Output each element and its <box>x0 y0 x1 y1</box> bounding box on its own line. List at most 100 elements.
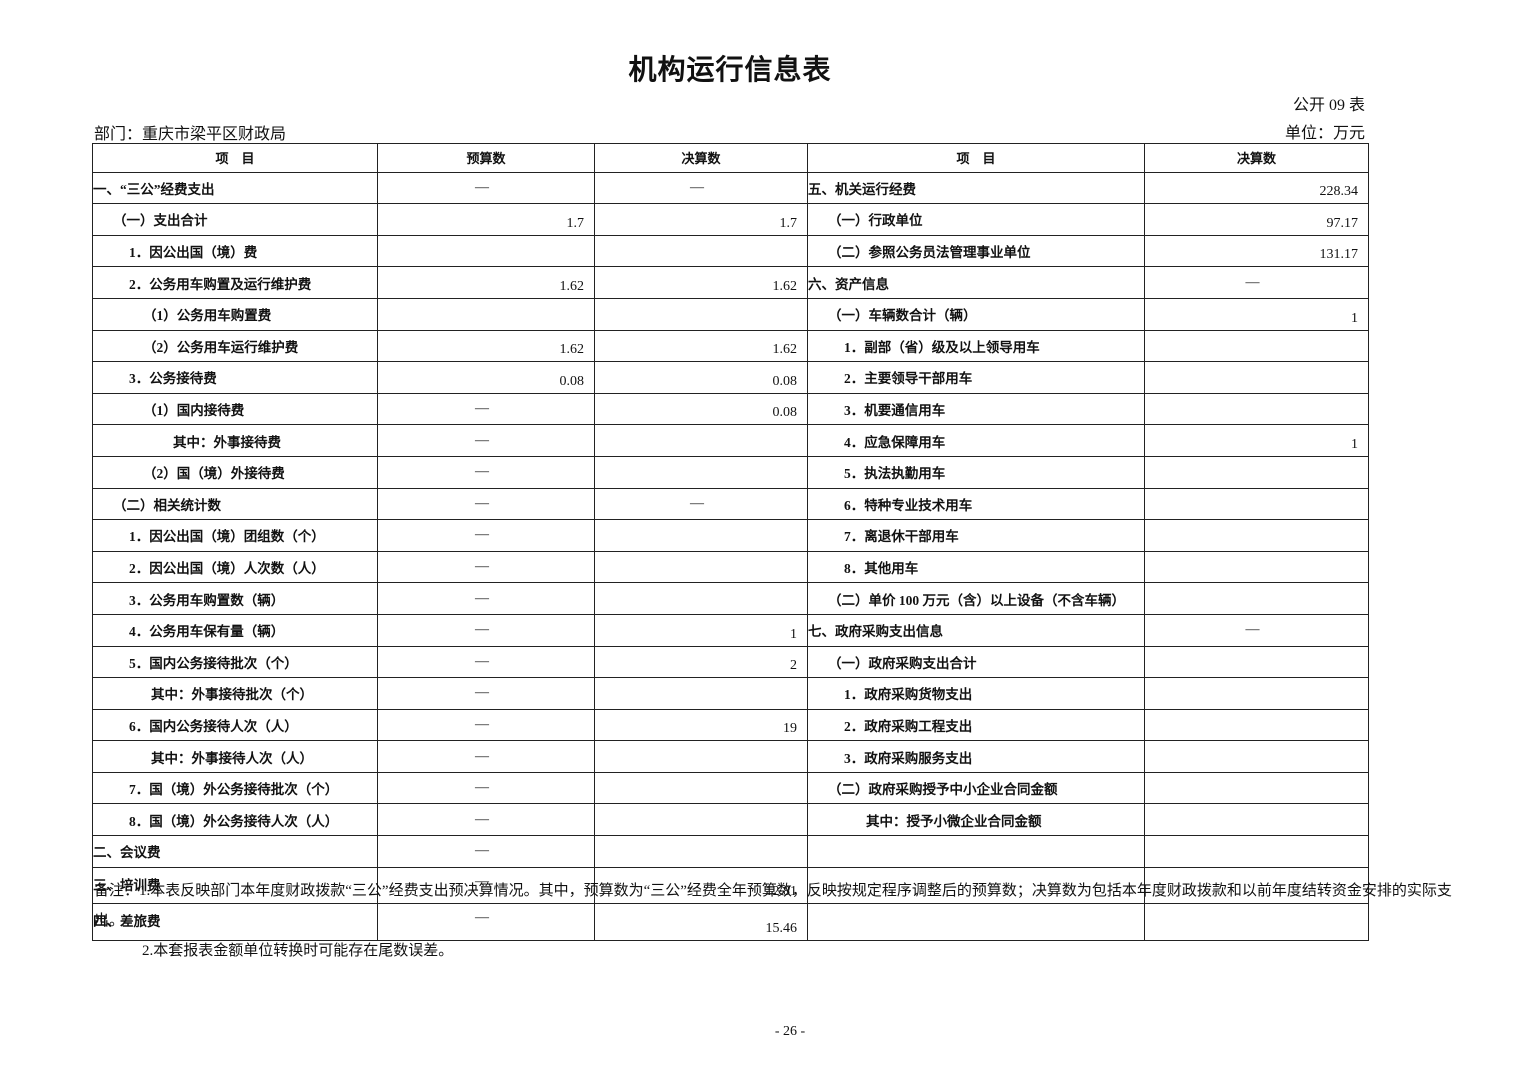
value-cell <box>594 424 808 457</box>
value-cell <box>1144 329 1369 363</box>
value-cell: — <box>1144 613 1369 647</box>
value-cell <box>594 835 808 868</box>
value-cell: — <box>377 835 595 868</box>
item-cell: （2）国（境）外接待费 <box>92 455 378 489</box>
value-cell <box>1144 487 1369 521</box>
page-number: - 26 - <box>774 1024 806 1039</box>
value-cell: — <box>377 645 595 679</box>
column-header: 预算数 <box>377 143 595 173</box>
value-cell <box>594 803 808 837</box>
item-cell <box>807 902 1145 941</box>
column-header: 决算数 <box>594 143 808 173</box>
table: 项 目预算数 决算数项 目决算数 一、“三公”经费支出 — — 五、机关运行经费 228.… <box>92 143 1369 941</box>
value-cell: — <box>377 582 595 615</box>
table-row: （2）公务用车运行维护费 1.62 1.62 1．副部（省）级及以上领导用车 <box>92 329 1369 363</box>
value-cell: 1.62 <box>594 266 808 299</box>
note: 2.本套报表金额单位转换时可能存在尾数误差。 <box>142 943 454 959</box>
item-cell: 四、差旅费 <box>92 902 378 941</box>
value-cell <box>594 297 808 331</box>
value-cell: 19 <box>594 708 808 742</box>
header-row: 项 目预算数 决算数项 目决算数 <box>92 143 1369 173</box>
table-row: 一、“三公”经费支出 — — 五、机关运行经费 228.34 <box>92 171 1369 205</box>
item-cell: 3．政府采购服务支出 <box>807 740 1145 773</box>
value-cell: — <box>1144 266 1369 299</box>
table-row: （1）公务用车购置费 （一）车辆数合计（辆） 1 <box>92 297 1369 331</box>
value-cell: — <box>377 550 595 584</box>
column-header: 决算数 <box>1144 143 1369 173</box>
item-cell: 6．国内公务接待人次（人） <box>92 708 378 742</box>
value-cell: 97.17 <box>1144 203 1369 236</box>
table-row: 其中：外事接待费 — 4．应急保障用车 1 <box>92 424 1369 457</box>
item-cell: 六、资产信息 <box>807 266 1145 299</box>
item-cell: 2．公务用车购置及运行维护费 <box>92 266 378 299</box>
item-cell: 1．因公出国（境）团组数（个） <box>92 519 378 552</box>
table-row: （1）国内接待费 —0.08 3．机要通信用车 <box>92 392 1369 426</box>
value-cell: — <box>377 613 595 647</box>
value-cell <box>594 519 808 552</box>
item-cell: （一）政府采购支出合计 <box>807 645 1145 679</box>
value-cell <box>1144 645 1369 679</box>
table-row: （2）国（境）外接待费 — 5．执法执勤用车 <box>92 455 1369 489</box>
value-cell: 131.17 <box>1144 234 1369 268</box>
value-cell: 1.62 <box>377 266 595 299</box>
value-cell: 1 <box>594 613 808 647</box>
value-cell: 0.08 <box>594 361 808 394</box>
value-cell: 15.46 <box>594 902 808 941</box>
item-cell: 8．其他用车 <box>807 550 1145 584</box>
value-cell <box>1144 835 1369 868</box>
item-cell: 1．因公出国（境）费 <box>92 234 378 268</box>
value-cell: — <box>377 519 595 552</box>
value-cell: — <box>594 171 808 205</box>
table-row: （一）支出合计 1.7 1.7 （一）行政单位 97.17 <box>92 203 1369 236</box>
value-cell <box>1144 361 1369 394</box>
unit: 单位：万元 <box>1284 125 1365 142</box>
item-cell: 其中：外事接待费 <box>92 424 378 457</box>
value-cell <box>1144 740 1369 773</box>
item-cell <box>807 835 1145 868</box>
table-row: （二）相关统计数 — —6．特种专业技术用车 <box>92 487 1369 521</box>
item-cell: 3．机要通信用车 <box>807 392 1145 426</box>
value-cell <box>1144 392 1369 426</box>
table-row: 6．国内公务接待人次（人） —19 2．政府采购工程支出 <box>92 708 1369 742</box>
table-body: 一、“三公”经费支出 — — 五、机关运行经费 228.34 （一）支出合计 1.7 1.7 （… <box>92 171 1369 941</box>
item-cell: 1．副部（省）级及以上领导用车 <box>807 329 1145 363</box>
item-cell: 7．离退休干部用车 <box>807 519 1145 552</box>
item-cell: 6．特种专业技术用车 <box>807 487 1145 521</box>
value-cell <box>594 234 808 268</box>
value-cell: — <box>377 171 595 205</box>
table-row: 7．国（境）外公务接待批次（个） — （二）政府采购授予中小企业合同金额 <box>92 771 1369 805</box>
item-cell: 二、会议费 <box>92 835 378 868</box>
value-cell <box>1144 902 1369 941</box>
value-cell <box>594 771 808 805</box>
table-row: 8．国（境）外公务接待人次（人） — 其中：授予小微企业合同金额 <box>92 803 1369 837</box>
value-cell: 1.62 <box>377 329 595 363</box>
value-cell: 228.34 <box>1144 171 1369 205</box>
item-cell: （二）相关统计数 <box>92 487 378 521</box>
value-cell <box>1144 550 1369 584</box>
table-row: 3．公务用车购置数（辆） — （二）单价 100 万元（含）以上设备（不含车辆） <box>92 582 1369 615</box>
value-cell <box>1144 455 1369 489</box>
note: 备注：1.本表反映部门本年度财政拨款“三公”经费支出预决算情况。其中，预算数为“… <box>94 883 1452 929</box>
value-cell: — <box>377 392 595 426</box>
item-cell: 3．公务用车购置数（辆） <box>92 582 378 615</box>
item-cell: 2．因公出国（境）人次数（人） <box>92 550 378 584</box>
item-cell: 3．公务接待费 <box>92 361 378 394</box>
value-cell <box>594 677 808 710</box>
item-cell: 其中：外事接待人次（人） <box>92 740 378 773</box>
value-cell <box>1144 708 1369 742</box>
table-row: 其中：外事接待人次（人） — 3．政府采购服务支出 <box>92 740 1369 773</box>
value-cell: — <box>377 866 595 904</box>
item-cell: 8．国（境）外公务接待人次（人） <box>92 803 378 837</box>
table-row: 3．公务接待费 0.08 0.08 2．主要领导干部用车 <box>92 361 1369 394</box>
value-cell: 1.62 <box>594 329 808 363</box>
table-row: 2．因公出国（境）人次数（人） — 8．其他用车 <box>92 550 1369 584</box>
table-row: 二、会议费 — <box>92 835 1369 868</box>
value-cell: 2 <box>594 645 808 679</box>
column-header: 项 目 <box>807 143 1145 173</box>
value-cell <box>377 297 595 331</box>
value-cell: — <box>377 740 595 773</box>
title: 机构运行信息表 <box>628 55 832 86</box>
item-cell: 2．主要领导干部用车 <box>807 361 1145 394</box>
item-cell: 1．政府采购货物支出 <box>807 677 1145 710</box>
